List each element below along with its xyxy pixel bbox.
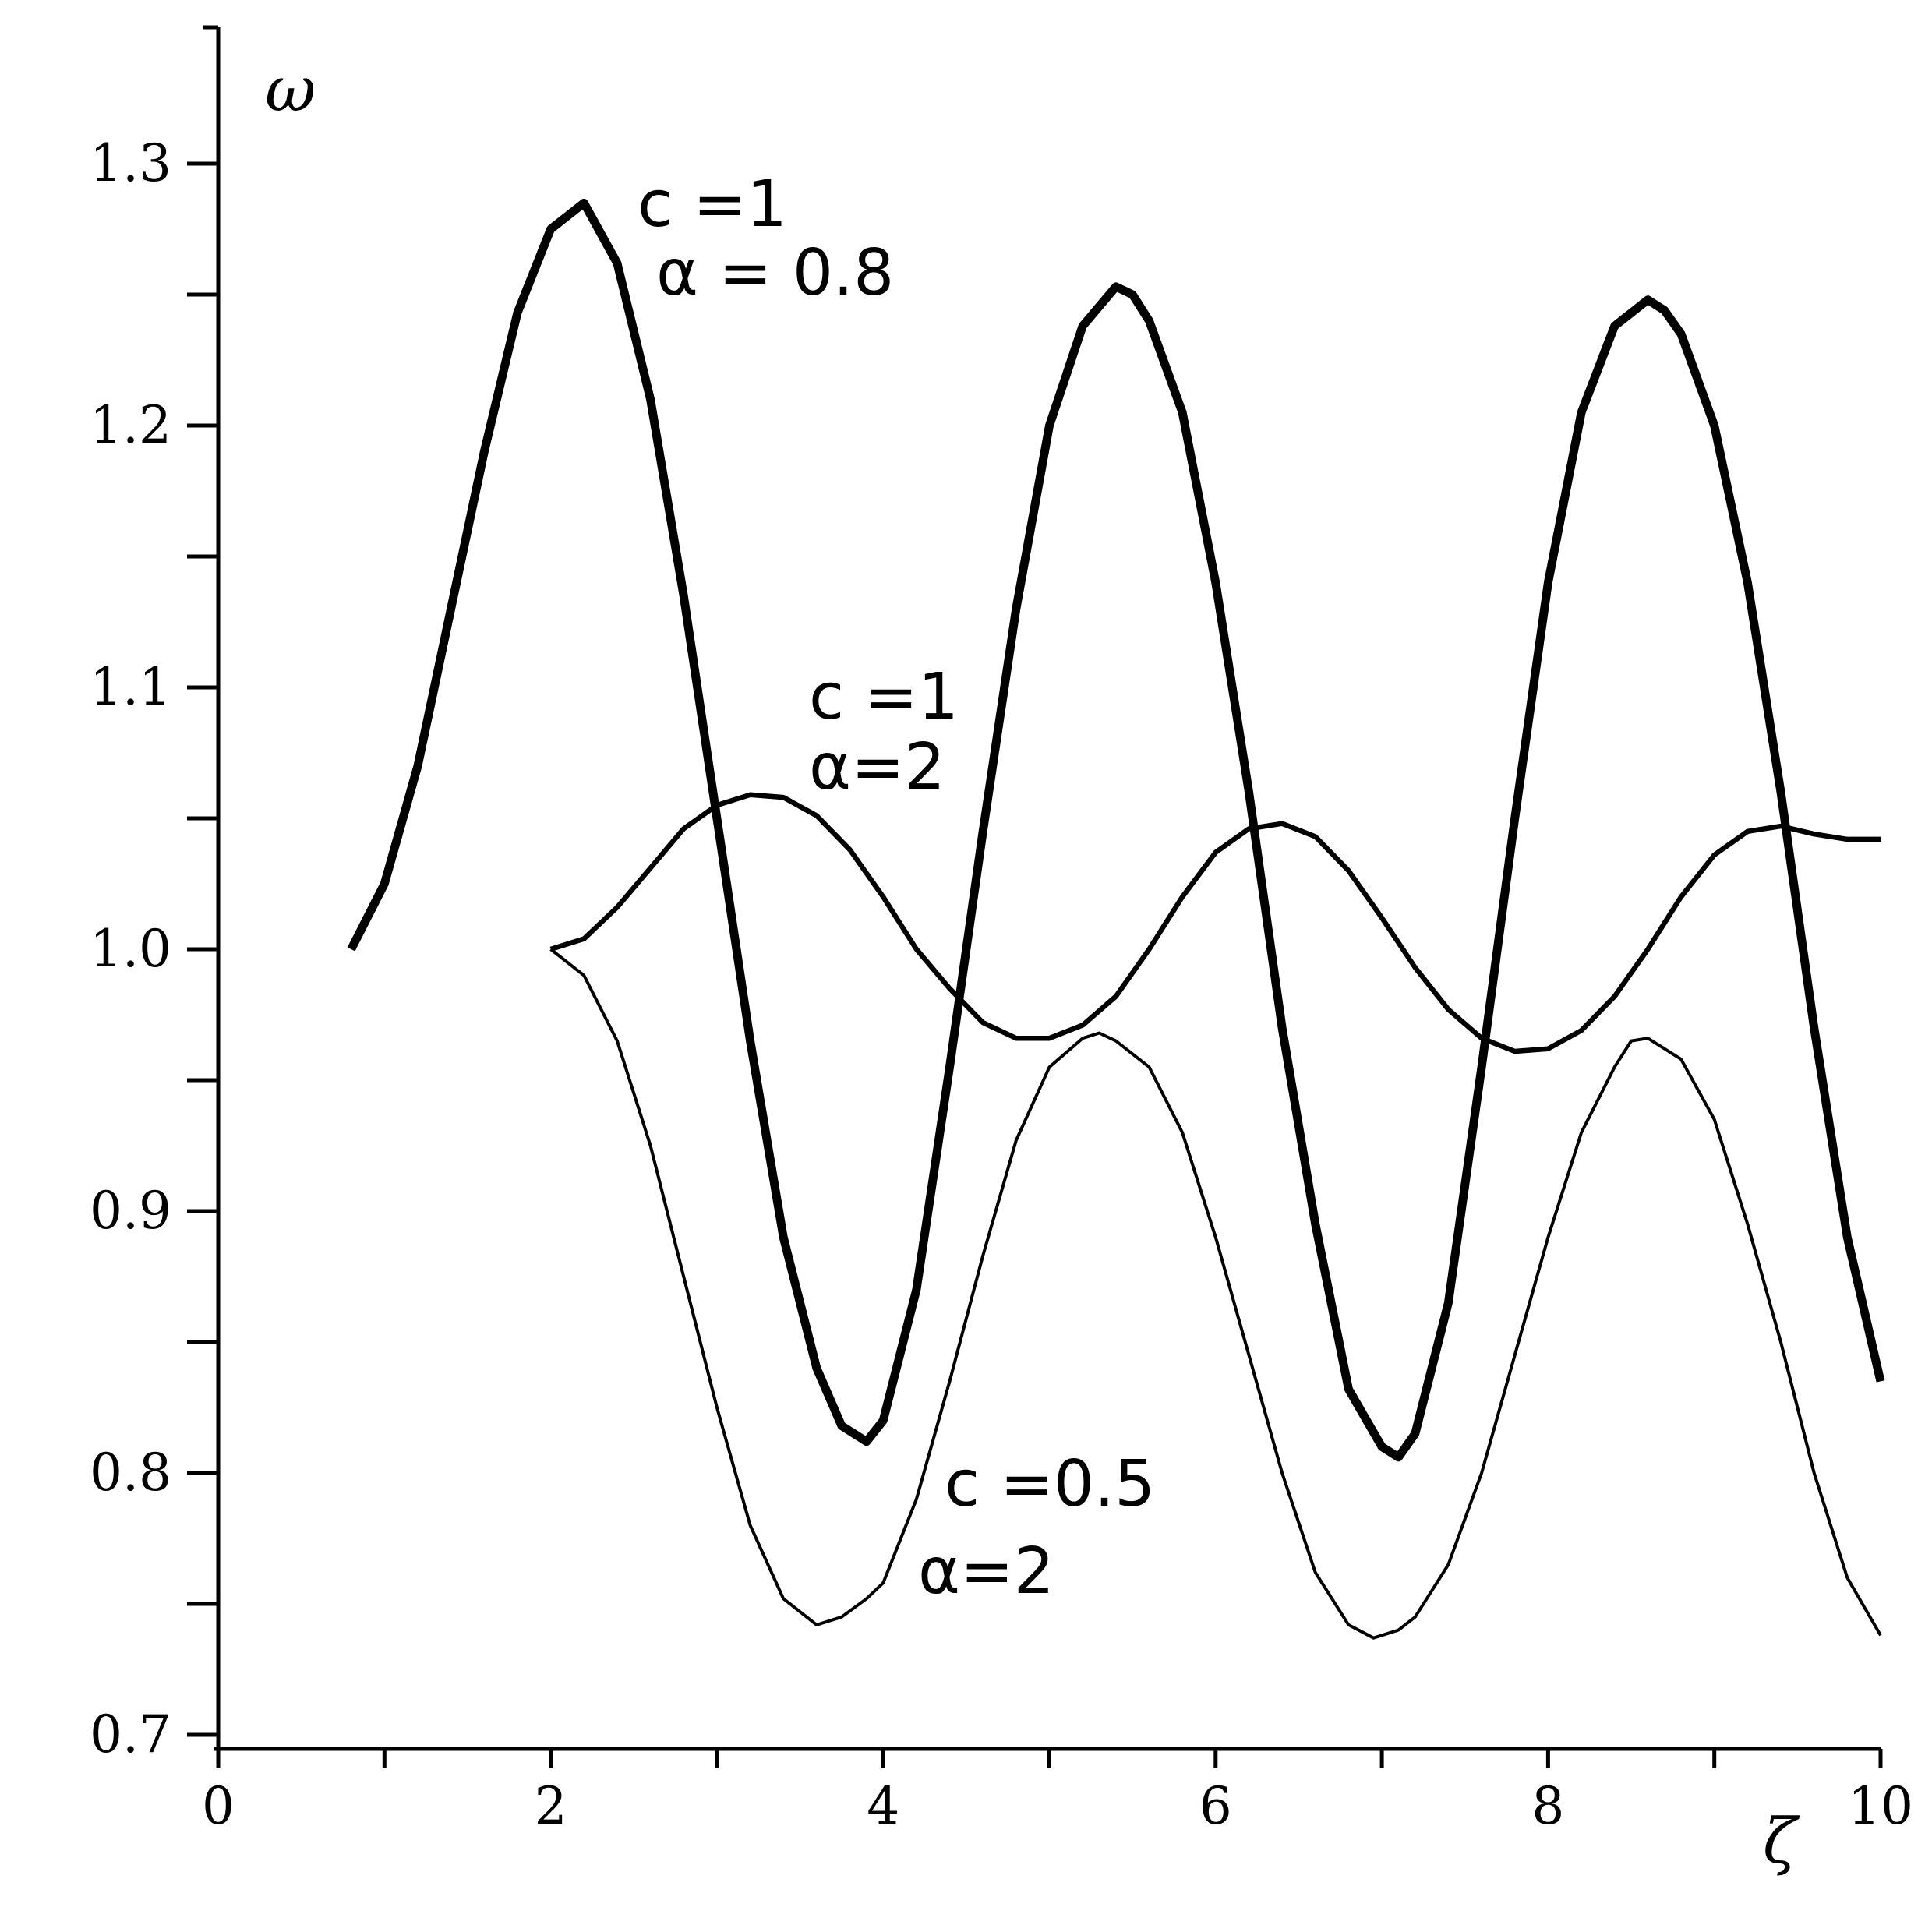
annotation-c05-a2-line1: c =0.5	[945, 1447, 1155, 1521]
x-tick-label: 0	[202, 1776, 235, 1836]
y-tick-label: 0.8	[90, 1443, 171, 1503]
y-tick-label: 1.2	[90, 395, 171, 455]
x-tick-label: 8	[1531, 1776, 1564, 1836]
x-tick-label: 2	[535, 1776, 567, 1836]
y-axis-label: ω	[265, 53, 316, 125]
y-tick-label: 1.0	[90, 919, 171, 979]
annotation-c1-a2-line1: c =1	[809, 660, 959, 734]
x-axis-label: ζ	[1763, 1805, 1800, 1877]
axes: 0.7 0.8 0.9 1.0 1.1 1.2 1.3 0 2 4 6 8 10	[90, 25, 1913, 1836]
x-tick-label: 4	[867, 1776, 899, 1836]
series-line-c05-a2	[549, 948, 1882, 1640]
annotation-c05-a2-line2: α=2	[918, 1535, 1054, 1609]
annotation-c1-a08-line1: c =1	[638, 168, 787, 242]
series-line-c1-a2	[549, 792, 1881, 1054]
annotation-c1-a2-line2: α=2	[809, 730, 945, 804]
series-layer	[347, 198, 1885, 1640]
annotation-c1-a08-line2: α = 0.8	[656, 236, 894, 310]
y-tick-label: 0.7	[90, 1704, 171, 1764]
annotation-layer: c =1α = 0.8c =1α=2c =0.5α=2	[638, 168, 1155, 1609]
y-tick-label: 0.9	[90, 1181, 171, 1241]
x-tick-label: 6	[1199, 1776, 1232, 1836]
x-tick-label: 10	[1848, 1776, 1913, 1836]
series-line-c1-a08	[347, 198, 1885, 1462]
y-tick-label: 1.3	[90, 133, 171, 193]
y-tick-label: 1.1	[90, 657, 171, 717]
